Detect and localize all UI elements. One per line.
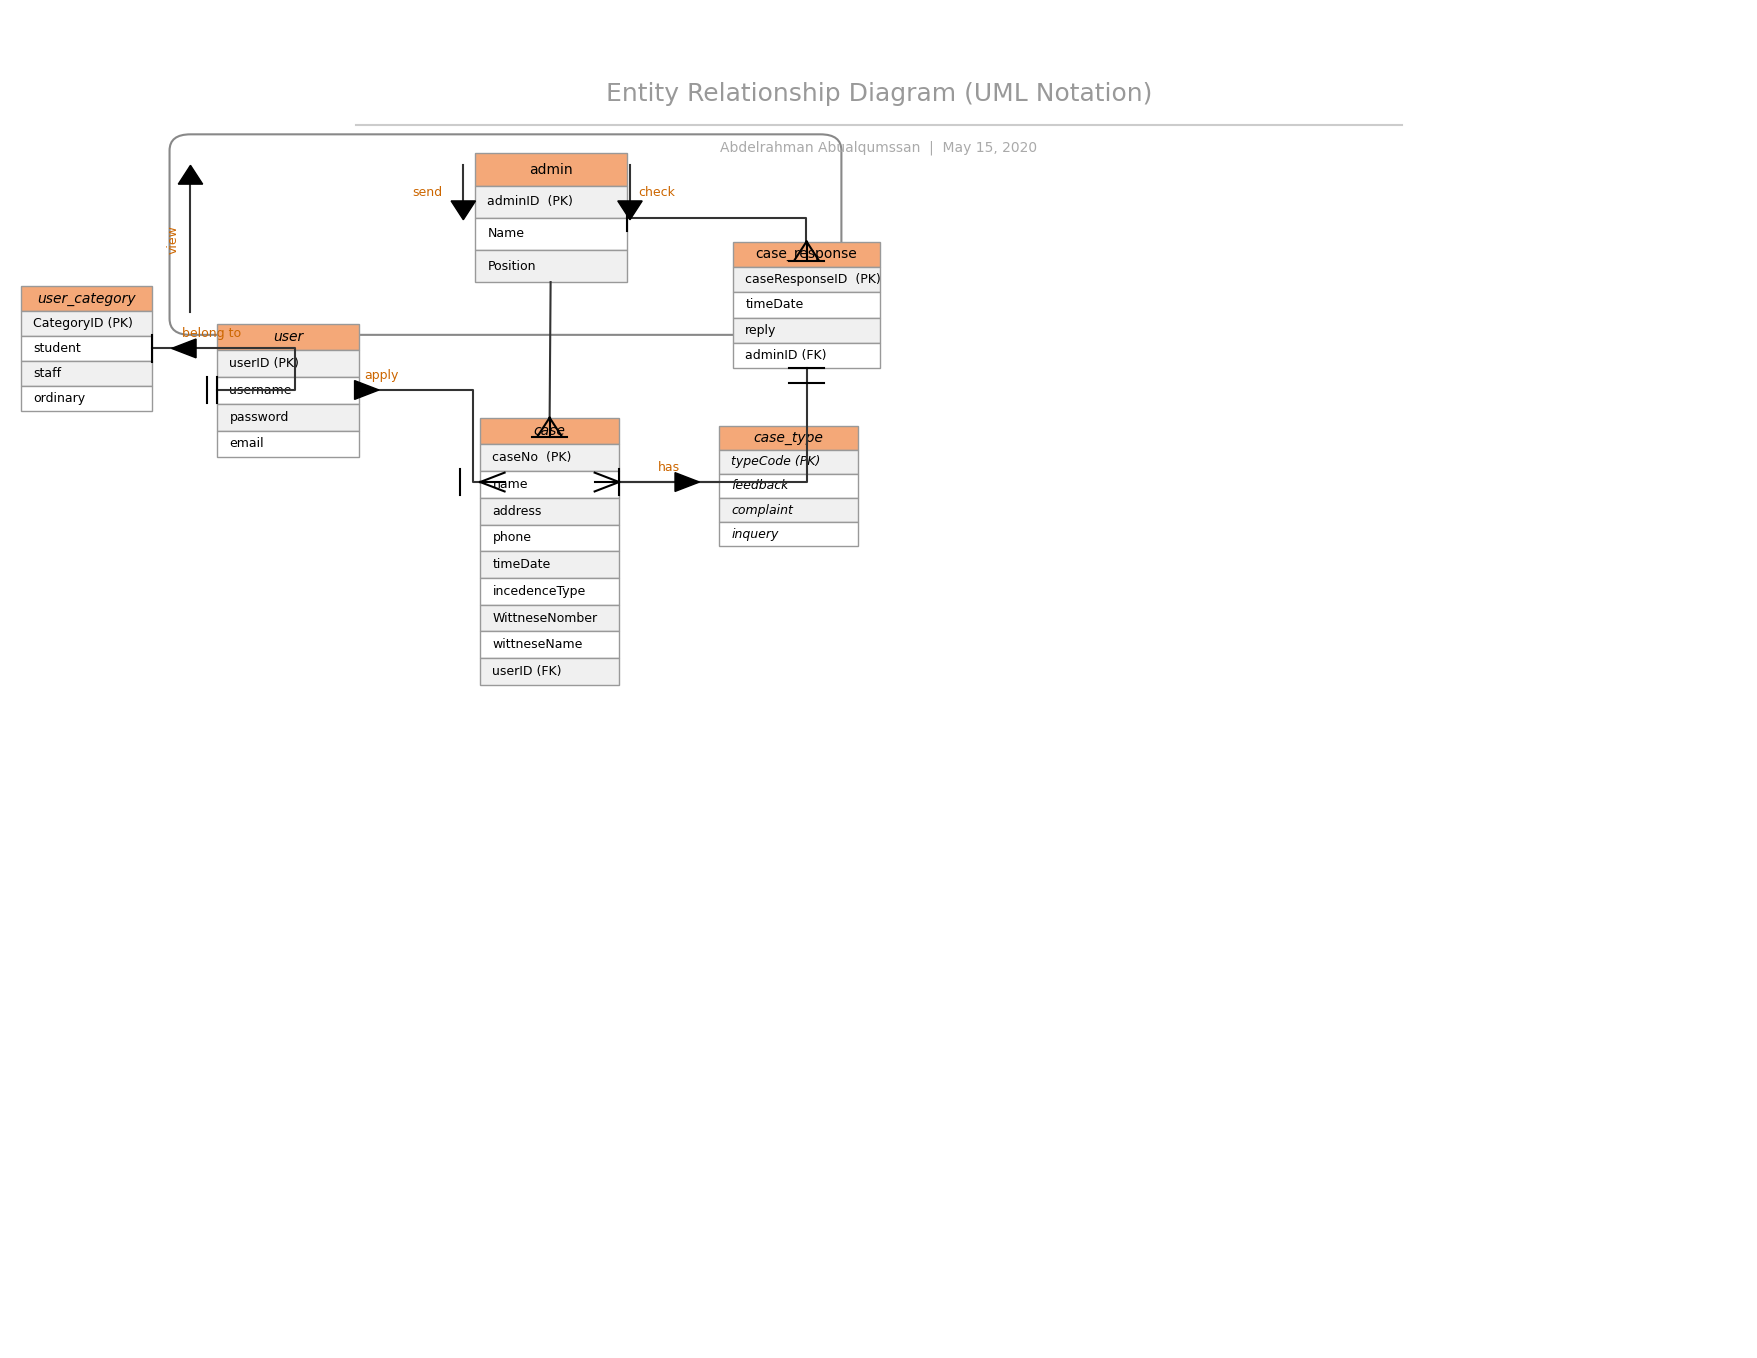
FancyBboxPatch shape — [474, 186, 627, 217]
FancyBboxPatch shape — [21, 311, 151, 335]
FancyBboxPatch shape — [218, 378, 358, 403]
Text: Name: Name — [487, 227, 524, 240]
Text: CategoryID (PK): CategoryID (PK) — [33, 316, 134, 330]
Text: reply: reply — [745, 323, 777, 337]
Text: password: password — [230, 410, 288, 424]
FancyBboxPatch shape — [733, 318, 880, 342]
FancyBboxPatch shape — [480, 604, 618, 631]
Text: timeDate: timeDate — [492, 558, 550, 572]
FancyBboxPatch shape — [480, 631, 618, 659]
FancyBboxPatch shape — [474, 250, 627, 282]
Text: ordinary: ordinary — [33, 392, 84, 405]
Text: timeDate: timeDate — [745, 299, 803, 311]
Text: case: case — [534, 424, 566, 439]
Text: staff: staff — [33, 367, 61, 380]
Text: email: email — [230, 437, 264, 451]
Text: adminID  (PK): adminID (PK) — [487, 196, 573, 208]
Text: user: user — [272, 330, 304, 344]
FancyBboxPatch shape — [21, 386, 151, 410]
FancyBboxPatch shape — [480, 444, 618, 471]
Text: userID (PK): userID (PK) — [230, 357, 299, 371]
FancyBboxPatch shape — [733, 342, 880, 368]
Text: case_type: case_type — [754, 430, 824, 444]
FancyBboxPatch shape — [218, 323, 358, 350]
Text: address: address — [492, 505, 541, 517]
Text: feedback: feedback — [731, 479, 789, 493]
FancyBboxPatch shape — [719, 425, 857, 449]
Text: case_response: case_response — [756, 247, 857, 261]
FancyBboxPatch shape — [480, 579, 618, 604]
Text: has: has — [657, 460, 680, 474]
Polygon shape — [617, 201, 641, 220]
Text: WittneseNomber: WittneseNomber — [492, 611, 597, 625]
FancyBboxPatch shape — [21, 361, 151, 386]
Text: userID (FK): userID (FK) — [492, 665, 562, 678]
Polygon shape — [177, 166, 202, 185]
Text: Entity Relationship Diagram (UML Notation): Entity Relationship Diagram (UML Notatio… — [606, 83, 1151, 106]
Text: belong to: belong to — [181, 327, 241, 341]
FancyBboxPatch shape — [480, 498, 618, 524]
FancyBboxPatch shape — [719, 449, 857, 474]
Text: caseNo  (PK): caseNo (PK) — [492, 451, 571, 464]
Text: inquery: inquery — [731, 528, 778, 540]
FancyBboxPatch shape — [218, 350, 358, 378]
FancyBboxPatch shape — [480, 659, 618, 684]
FancyBboxPatch shape — [719, 498, 857, 523]
FancyBboxPatch shape — [474, 153, 627, 186]
Text: admin: admin — [529, 163, 573, 177]
FancyBboxPatch shape — [218, 403, 358, 430]
Text: Position: Position — [487, 259, 536, 273]
FancyBboxPatch shape — [719, 523, 857, 546]
FancyBboxPatch shape — [169, 134, 842, 335]
Text: incedenceType: incedenceType — [492, 585, 585, 598]
FancyBboxPatch shape — [719, 474, 857, 498]
FancyBboxPatch shape — [733, 268, 880, 292]
Text: check: check — [638, 186, 675, 200]
Text: adminID (FK): adminID (FK) — [745, 349, 826, 363]
Text: Abdelrahman Abualqumssan  |  May 15, 2020: Abdelrahman Abualqumssan | May 15, 2020 — [720, 141, 1037, 155]
Text: caseResponseID  (PK): caseResponseID (PK) — [745, 273, 880, 287]
FancyBboxPatch shape — [218, 430, 358, 458]
FancyBboxPatch shape — [480, 418, 618, 444]
FancyBboxPatch shape — [21, 287, 151, 311]
FancyBboxPatch shape — [21, 335, 151, 361]
Polygon shape — [355, 380, 380, 399]
Text: typeCode (PK): typeCode (PK) — [731, 455, 821, 469]
Polygon shape — [172, 340, 197, 357]
Text: send: send — [413, 186, 443, 200]
Text: apply: apply — [364, 369, 399, 382]
Text: phone: phone — [492, 531, 531, 545]
Text: username: username — [230, 384, 292, 397]
Text: view: view — [167, 225, 179, 254]
FancyBboxPatch shape — [733, 292, 880, 318]
Text: name: name — [492, 478, 527, 492]
Polygon shape — [675, 473, 699, 492]
FancyBboxPatch shape — [733, 242, 880, 268]
FancyBboxPatch shape — [480, 551, 618, 579]
Polygon shape — [452, 201, 474, 220]
Text: wittneseName: wittneseName — [492, 638, 582, 652]
FancyBboxPatch shape — [480, 524, 618, 551]
Text: complaint: complaint — [731, 504, 792, 516]
Text: student: student — [33, 342, 81, 354]
FancyBboxPatch shape — [480, 471, 618, 498]
Text: user_category: user_category — [37, 292, 135, 306]
FancyBboxPatch shape — [474, 217, 627, 250]
